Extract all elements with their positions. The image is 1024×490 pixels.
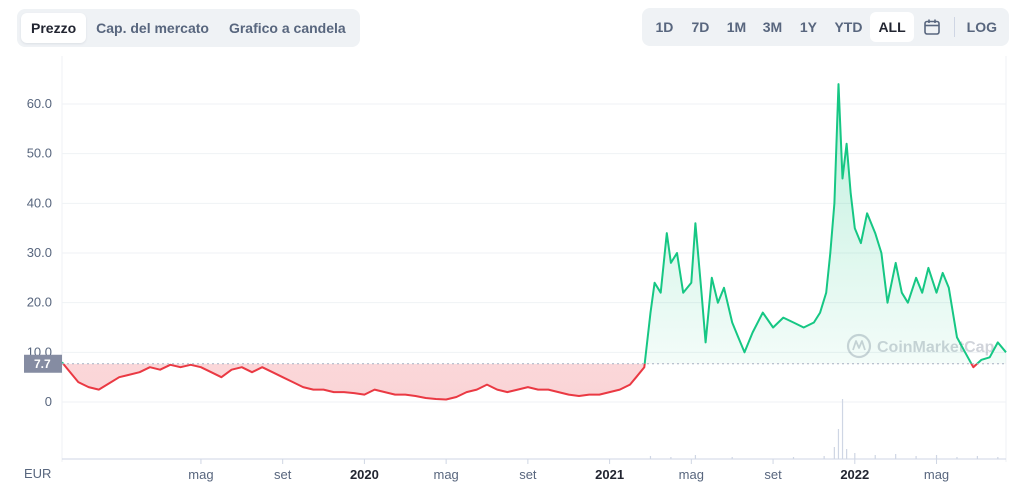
volume-bar	[976, 456, 978, 459]
time-range-selector: 1D 7D 1M 3M 1Y YTD ALL LOG	[642, 8, 1009, 46]
volume-bar	[731, 457, 733, 459]
volume-bar	[694, 455, 697, 459]
y-axis: 010.020.030.040.050.060.0	[27, 96, 52, 409]
x-tick-label: mag	[188, 467, 213, 482]
currency-label: EUR	[24, 466, 51, 481]
y-tick-label: 0	[45, 394, 52, 409]
x-tick-label: mag	[924, 467, 949, 482]
volume-bar	[874, 455, 876, 459]
x-axis: mag set 2020 mag set 2021 mag set 2022 mag	[188, 459, 949, 482]
price-line-up	[61, 83, 1007, 364]
area-below-reference	[62, 363, 1006, 400]
volume-bar	[846, 449, 848, 459]
volume-bar	[935, 455, 938, 459]
y-tick-label: 60.0	[27, 96, 52, 111]
volume-bar	[833, 447, 835, 459]
log-scale-button[interactable]: LOG	[966, 19, 997, 35]
x-tick-label: set	[764, 467, 782, 482]
x-tick-label: 2022	[840, 467, 869, 482]
volume-bar	[841, 399, 844, 459]
volume-bar	[792, 457, 795, 459]
range-3m-button[interactable]: 3M	[762, 19, 783, 35]
y-tick-label: 30.0	[27, 245, 52, 260]
x-tick-label: mag	[433, 467, 458, 482]
range-ytd-button[interactable]: YTD	[834, 19, 863, 35]
volume-bar	[854, 453, 856, 459]
price-line-down	[61, 363, 979, 401]
range-divider	[953, 17, 955, 37]
volume-bar	[956, 457, 958, 459]
y-tick-label: 40.0	[27, 195, 52, 210]
range-7d-button[interactable]: 7D	[691, 19, 710, 35]
x-tick-label: 2020	[350, 467, 379, 482]
x-tick-label: set	[274, 467, 292, 482]
volume-bar	[649, 456, 652, 459]
volume-bar	[670, 457, 672, 459]
y-tick-label: 20.0	[27, 295, 52, 310]
range-all-button[interactable]: ALL	[870, 12, 914, 42]
volume-bar	[823, 456, 825, 459]
volume-bar	[895, 454, 897, 459]
x-tick-label: mag	[679, 467, 704, 482]
reference-price-badge: 7.7	[24, 354, 62, 373]
range-1m-button[interactable]: 1M	[726, 19, 747, 35]
x-tick-label: set	[519, 467, 537, 482]
range-1y-button[interactable]: 1Y	[799, 19, 817, 35]
calendar-icon[interactable]	[914, 12, 950, 42]
y-tick-label: 50.0	[27, 146, 52, 161]
chart-type-tabs: Prezzo Cap. del mercato Grafico a candel…	[17, 9, 360, 47]
tab-market-cap[interactable]: Cap. del mercato	[96, 20, 209, 36]
volume-bars	[649, 399, 999, 459]
volume-bar	[997, 457, 999, 459]
reference-price-label: 7.7	[34, 357, 51, 371]
range-1d-button[interactable]: 1D	[655, 19, 674, 35]
volume-bar	[915, 456, 917, 459]
tab-candlestick[interactable]: Grafico a candela	[228, 20, 346, 36]
area-above-reference	[62, 84, 1006, 364]
tab-price[interactable]: Prezzo	[21, 13, 87, 43]
x-tick-label: 2021	[595, 467, 624, 482]
volume-bar	[837, 429, 840, 459]
